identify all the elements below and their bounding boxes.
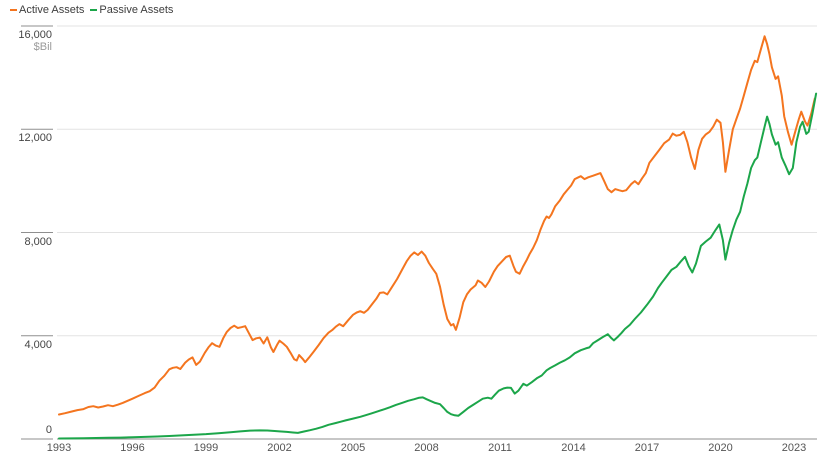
x-axis-label-2011: 2011: [488, 442, 512, 454]
x-axis-label-1993: 1993: [46, 442, 72, 454]
y-axis-label-8000: 8,000: [24, 235, 52, 248]
y-axis-label-0: 0: [45, 424, 52, 436]
x-axis-label-2017: 2017: [634, 442, 660, 454]
legend-label-passive-assets: Passive Assets: [99, 4, 174, 16]
legend-label-active-assets: Active Assets: [19, 4, 85, 16]
passive-assets-swatch-icon: [90, 8, 98, 12]
passive-assets-line: [58, 92, 818, 440]
y-axis-label-12000: 12,000: [18, 132, 52, 145]
x-axis-label-2008: 2008: [414, 442, 439, 454]
y-axis-label-16000: 16,000: [18, 29, 52, 41]
x-axis-label-2023: 2023: [781, 442, 807, 454]
x-axis-label-2005: 2005: [340, 442, 366, 454]
x-axis-label-2014: 2014: [561, 442, 586, 454]
legend-item-active-assets: Active Assets: [10, 4, 84, 16]
x-axis-label-1999: 1999: [193, 442, 219, 454]
legend-item-passive-assets: Passive Assets: [90, 4, 173, 16]
x-axis-label-1996: 1996: [120, 442, 145, 454]
y-axis-label-4000: 4,000: [24, 338, 52, 351]
legend: Active Assets Passive Assets: [10, 4, 179, 16]
x-axis-label-2002: 2002: [267, 442, 292, 454]
y-axis-unit-label: $Bil: [33, 41, 52, 53]
active-assets-line: [58, 35, 816, 416]
x-axis-label-2020: 2020: [708, 442, 733, 454]
active-assets-swatch-icon: [10, 8, 17, 12]
